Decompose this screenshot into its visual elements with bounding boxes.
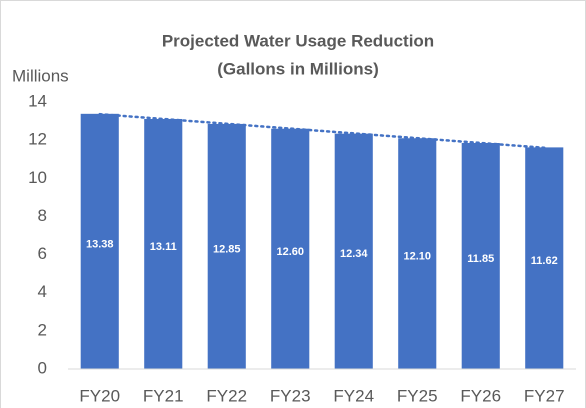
data-label: 13.11: [150, 241, 177, 253]
bar: [461, 143, 500, 369]
bar: [525, 147, 564, 369]
y-tick-label: 6: [38, 244, 47, 263]
bar: [207, 123, 246, 369]
x-tick-label: FY21: [143, 386, 184, 405]
bar: [334, 133, 373, 369]
data-label: 11.62: [531, 255, 558, 267]
y-axis-label: Millions: [12, 66, 69, 85]
bar: [398, 138, 437, 369]
x-tick-label: FY22: [206, 386, 247, 405]
x-tick-label: FY23: [270, 386, 311, 405]
x-tick-label: FY25: [397, 386, 438, 405]
bar: [271, 128, 310, 369]
data-label: 12.60: [276, 246, 304, 258]
y-tick-label: 14: [28, 91, 47, 110]
y-tick-label: 12: [28, 130, 47, 149]
y-tick-label: 0: [38, 358, 47, 377]
trendline: [98, 112, 546, 150]
x-tick-label: FY24: [333, 386, 374, 405]
x-tick-label: FY27: [524, 386, 565, 405]
data-label: 12.10: [403, 251, 431, 263]
data-label: 12.85: [213, 243, 241, 255]
x-tick-label: FY20: [79, 386, 120, 405]
chart-title: Projected Water Usage Reduction: [162, 31, 434, 50]
x-tick-label: FY26: [460, 386, 501, 405]
chart-subtitle: (Gallons in Millions): [217, 59, 379, 78]
data-label: 13.38: [86, 238, 114, 250]
data-label: 11.85: [467, 253, 494, 265]
data-label: 12.34: [340, 248, 368, 260]
y-tick-label: 4: [38, 282, 47, 301]
y-tick-label: 2: [38, 320, 47, 339]
y-tick-label: 10: [28, 168, 47, 187]
y-tick-label: 8: [38, 206, 47, 225]
bar: [144, 118, 183, 369]
bar: [80, 113, 119, 370]
